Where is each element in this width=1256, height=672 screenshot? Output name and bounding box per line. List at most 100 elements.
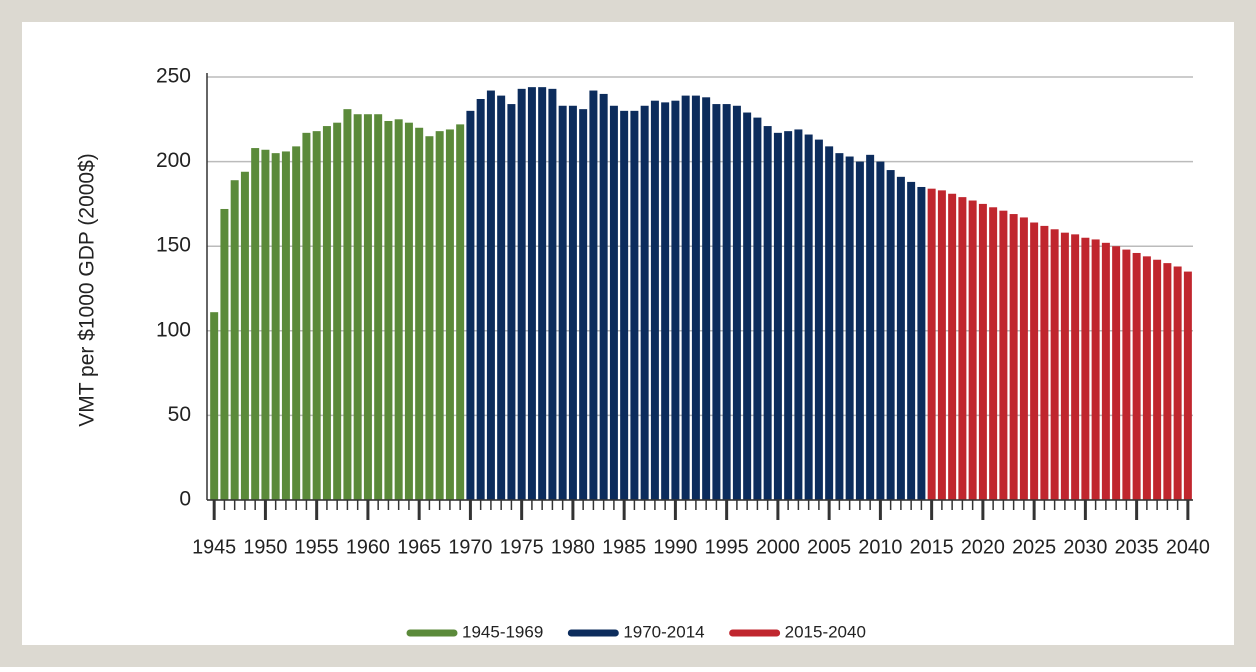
bar [435,131,444,501]
bar [702,97,711,500]
bar [1009,214,1018,500]
bar [917,186,926,501]
bar [343,109,352,500]
legend-label: 1970-2014 [623,622,704,641]
bar [322,126,331,501]
bar [353,114,362,500]
bar [1030,222,1039,500]
bar [712,104,721,501]
x-tick-label: 2020 [961,536,1005,558]
x-tick-label: 2015 [910,536,954,558]
bar [743,112,752,501]
bar [773,132,782,500]
bar [415,127,424,500]
y-tick-label: 200 [156,149,191,172]
bar [661,102,670,500]
bar [804,134,813,500]
bar [1050,229,1059,500]
bar [1091,239,1100,500]
bar [896,176,905,500]
x-tick-label: 1950 [243,536,287,558]
bar [363,114,372,500]
bar [456,124,465,500]
bar [814,139,823,500]
bar [886,170,895,500]
bar [445,129,454,500]
bar [292,146,301,500]
bar [732,105,741,500]
bar [1060,232,1069,500]
bar [948,193,957,501]
x-tick-label: 2035 [1115,536,1159,558]
x-tick-label: 1965 [397,536,441,558]
x-tick-label: 2030 [1063,536,1107,558]
x-tick-label: 1995 [705,536,749,558]
bar [568,105,577,500]
bar [825,146,834,500]
bar [497,95,506,500]
bar [978,203,987,500]
bar [384,120,393,500]
bar [835,153,844,500]
bar [958,197,967,500]
bar [763,126,772,501]
bar [333,122,342,501]
y-tick-label: 50 [168,403,191,426]
bar [630,110,639,500]
bar [620,110,629,500]
bar [681,95,690,500]
bar [476,98,485,500]
bar [609,105,618,500]
bar [599,93,608,501]
bar [1173,266,1182,500]
bar [302,132,311,500]
bar [876,161,885,500]
x-tick-label: 2000 [756,536,800,558]
y-axis-label: VMT per $1000 GDP (2000$) [76,153,99,427]
bar [1019,217,1028,500]
bar [486,90,495,500]
x-tick-label: 2040 [1166,536,1210,558]
bar [671,100,680,501]
bar [927,188,936,500]
x-tick-label: 1945 [192,536,236,558]
x-tick-label: 1975 [500,536,544,558]
bar [230,180,239,500]
bar [271,153,280,500]
bar [1081,237,1090,501]
x-tick-label: 2005 [807,536,851,558]
bar [558,105,567,500]
bar [1101,242,1110,501]
bar [866,154,875,500]
x-tick-label: 1990 [653,536,697,558]
y-tick-label: 150 [156,234,191,257]
bar [1163,263,1172,500]
bar [210,312,219,500]
bar [907,181,916,501]
bar [1183,271,1192,500]
bar [527,87,536,500]
bar [425,136,434,500]
bar [845,156,854,501]
bar [1071,234,1080,500]
bar [650,100,659,501]
bar [281,151,290,500]
bar [1112,246,1121,500]
bar [753,117,762,500]
legend-label: 1945-1969 [462,622,543,641]
x-tick-label: 1980 [551,536,595,558]
bar [240,171,249,500]
legend-label: 2015-2040 [785,622,866,641]
x-tick-label: 1985 [602,536,646,558]
bar [251,148,260,500]
bar [312,131,321,501]
bar [968,200,977,501]
bar [937,190,946,500]
bar [507,104,516,501]
x-tick-label: 1970 [448,536,492,558]
bar [374,114,383,500]
bar [1132,252,1141,500]
x-tick-label: 1955 [295,536,339,558]
bar [579,109,588,500]
